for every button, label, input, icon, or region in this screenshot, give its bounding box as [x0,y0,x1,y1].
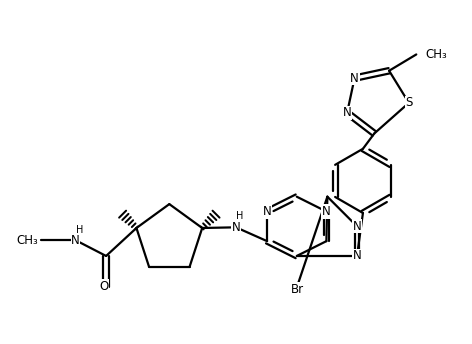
Text: N: N [263,205,271,218]
Text: Br: Br [291,283,304,296]
Text: N: N [322,205,331,218]
Text: H: H [236,212,244,222]
Text: N: N [71,234,80,247]
Text: CH₃: CH₃ [425,48,447,61]
Text: N: N [353,220,362,233]
Text: N: N [343,106,352,119]
Text: H: H [76,225,83,235]
Text: N: N [350,72,359,85]
Text: S: S [405,96,413,109]
Text: CH₃: CH₃ [17,234,38,247]
Text: O: O [99,280,108,293]
Text: N: N [353,249,362,262]
Text: N: N [232,221,240,234]
